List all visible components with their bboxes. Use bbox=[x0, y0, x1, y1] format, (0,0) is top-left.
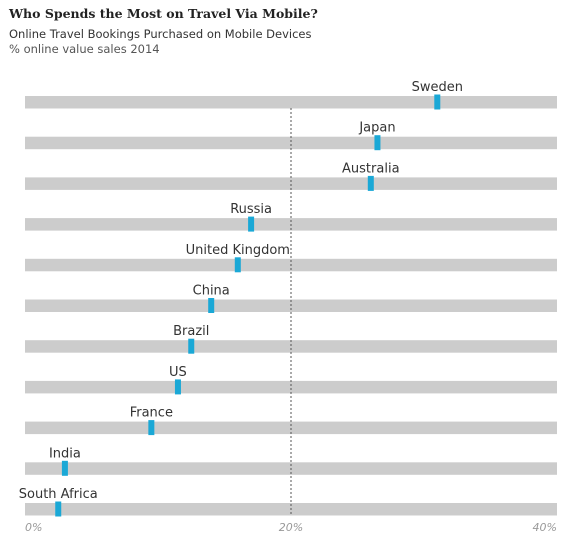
bar-track bbox=[25, 136, 557, 150]
category-label: India bbox=[49, 446, 81, 461]
category-label: France bbox=[130, 406, 173, 421]
x-tick-label: 20% bbox=[279, 521, 303, 534]
bar-track bbox=[25, 177, 557, 190]
category-label: Sweden bbox=[412, 80, 463, 95]
data-marker-russia bbox=[248, 216, 255, 232]
x-tick-label: 40% bbox=[533, 521, 557, 534]
data-marker-china bbox=[208, 298, 215, 313]
category-label: US bbox=[169, 365, 187, 380]
data-marker-sweden bbox=[434, 94, 441, 110]
category-label: South Africa bbox=[19, 487, 98, 502]
category-label: Brazil bbox=[173, 324, 209, 339]
category-label: China bbox=[193, 284, 230, 299]
x-tick-label: 0% bbox=[25, 521, 42, 534]
category-label: United Kingdom bbox=[186, 243, 290, 258]
data-marker-united-kingdom bbox=[234, 257, 241, 273]
chart-subtitle: Online Travel Bookings Purchased on Mobi… bbox=[9, 27, 312, 41]
bar-track bbox=[25, 421, 557, 435]
data-marker-japan bbox=[374, 135, 381, 151]
data-marker-south-africa bbox=[55, 501, 62, 517]
data-marker-australia bbox=[367, 175, 374, 191]
bar-track bbox=[25, 96, 557, 109]
data-marker-us bbox=[174, 379, 181, 395]
category-label: Japan bbox=[358, 121, 395, 136]
chart-title: Who Spends the Most on Travel Via Mobile… bbox=[9, 6, 318, 21]
data-marker-india bbox=[61, 460, 68, 476]
data-marker-brazil bbox=[188, 338, 195, 354]
category-label: Australia bbox=[342, 161, 400, 176]
unit-label: % online value sales 2014 bbox=[9, 42, 160, 56]
bar-track bbox=[25, 380, 557, 394]
data-marker-france bbox=[148, 420, 155, 436]
category-label: Russia bbox=[230, 202, 272, 217]
bar-track bbox=[25, 340, 557, 353]
